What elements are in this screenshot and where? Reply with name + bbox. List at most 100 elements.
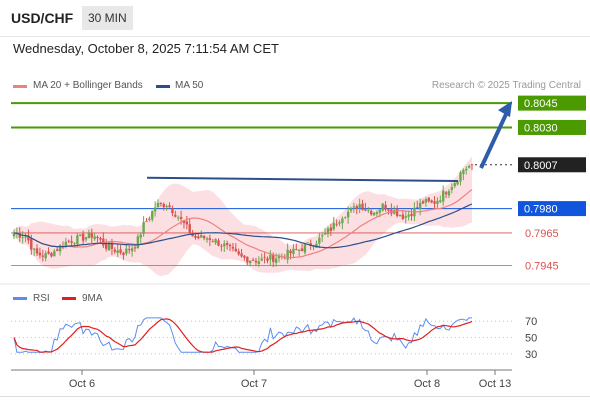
timeframe-badge[interactable]: 30 MIN (82, 6, 133, 30)
projection-arrow-head (498, 101, 512, 118)
candle-body (375, 212, 379, 215)
candle-body (18, 233, 21, 238)
candle-body (228, 244, 232, 247)
candle-body (188, 224, 191, 234)
candle-body (381, 203, 384, 211)
candle-body (364, 209, 367, 211)
candle-body (41, 255, 45, 257)
candle-body (200, 235, 203, 238)
ma20-legend-swatch (13, 85, 27, 88)
candle-body (93, 236, 96, 240)
candle-body (297, 249, 301, 252)
candle-body (257, 261, 261, 264)
candle-body (136, 236, 140, 249)
candle-body (346, 211, 350, 218)
candle-body (81, 233, 85, 241)
candle-body (274, 258, 278, 263)
candle-body (223, 243, 226, 247)
rsi-ma-legend-swatch (62, 297, 76, 300)
candle-body (433, 201, 436, 204)
candle-body (404, 216, 407, 218)
candle-body (162, 203, 165, 208)
rsi-line (13, 317, 472, 353)
candle-body (427, 197, 430, 202)
candle-body (191, 233, 194, 237)
candle-body (447, 191, 451, 196)
candle-body (289, 250, 292, 254)
candle-body (56, 249, 59, 251)
candle-body (465, 168, 468, 171)
candle-body (430, 200, 433, 203)
rsi-tick-30: 30 (525, 349, 537, 361)
candle-body (133, 247, 137, 249)
candle-body (53, 250, 56, 257)
rsi-panel: 70 50 30 (11, 316, 537, 361)
price-badge-0.8045 (518, 95, 586, 111)
candle-body (30, 238, 33, 250)
candle-body (142, 222, 145, 234)
candle-body (168, 205, 171, 208)
candle-body (21, 237, 24, 239)
candle-body (424, 199, 428, 203)
candle-body (87, 232, 91, 239)
candle-body (323, 232, 327, 235)
candle-body (453, 183, 456, 187)
symbol-title: USD/CHF (11, 10, 74, 26)
candle-body (341, 218, 344, 224)
timestamp: Wednesday, October 8, 2025 7:11:54 AM CE… (13, 41, 279, 56)
candle-body (128, 249, 131, 251)
candle-body (251, 259, 255, 261)
candle-body (113, 249, 117, 252)
price-level-layer (11, 102, 512, 266)
candle-body (50, 253, 53, 257)
ma50-legend-label: MA 50 (175, 80, 204, 91)
candle-body (84, 237, 88, 240)
candle-body (122, 252, 125, 256)
candle-body (47, 251, 50, 254)
credit-text: Research © 2025 Trading Central (431, 80, 581, 91)
candle-body (263, 256, 266, 258)
price-label-layer: 0.8045 0.8030 0.8007 0.7980 0.7965 0.7945 (518, 95, 586, 272)
candle-body (303, 244, 307, 253)
price-badge-0.8007 (518, 157, 586, 173)
annotation-layer (146, 101, 512, 183)
candle-body (349, 208, 353, 211)
ma50-legend-swatch (156, 85, 170, 88)
price-label-0.8007: 0.8007 (524, 160, 558, 172)
bollinger-band-layer (14, 156, 472, 277)
candle-body (393, 210, 396, 214)
rsi-ma-legend-label: 9MA (82, 293, 103, 304)
candle-body (266, 258, 269, 261)
candle-body (467, 165, 471, 168)
candle-body (344, 216, 347, 218)
candle-body (182, 220, 186, 224)
bottom-border (0, 396, 590, 397)
candle-body (185, 221, 189, 225)
candle-body (326, 228, 330, 234)
candle-body (249, 260, 252, 264)
candle-body (410, 213, 413, 216)
candle-body (361, 203, 364, 211)
candle-body (194, 235, 197, 238)
rsi-ma-line (13, 318, 473, 353)
price-label-0.7980: 0.7980 (524, 204, 558, 216)
candle-body (231, 246, 235, 249)
candle-body (240, 253, 243, 257)
candle-body (384, 204, 387, 210)
rsi-tick-50: 50 (525, 333, 537, 345)
candle-body (220, 245, 223, 247)
candle-body (312, 246, 315, 248)
candle-body (125, 248, 128, 254)
candle-body (205, 238, 209, 240)
candle-body (286, 249, 289, 260)
candle-body (174, 214, 177, 217)
candle-body (237, 251, 240, 255)
resistance-trendline (146, 176, 459, 183)
candle-body (246, 256, 249, 263)
rsi-legend-label: RSI (33, 293, 50, 304)
candle-body (436, 200, 439, 204)
moving-average-layer (13, 189, 473, 259)
candle-body (110, 242, 114, 249)
candle-body (459, 172, 462, 182)
candle-body (418, 202, 422, 210)
